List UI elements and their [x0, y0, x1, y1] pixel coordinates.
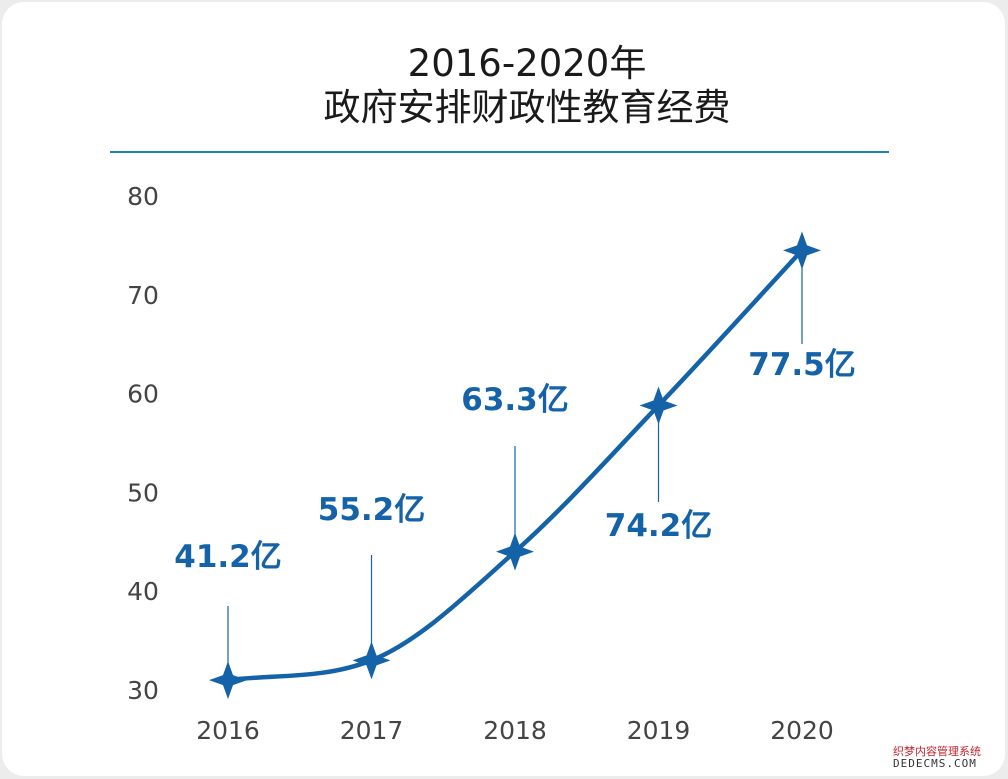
- y-tick-label: 40: [127, 577, 159, 606]
- x-tick-label: 2018: [483, 716, 547, 745]
- chart-title-line2: 政府安排财政性教育经费: [324, 86, 731, 129]
- x-tick-label: 2016: [196, 716, 260, 745]
- star-marker: [352, 641, 391, 680]
- data-label: 77.5亿: [748, 347, 856, 383]
- x-tick-label: 2017: [340, 716, 404, 745]
- x-tick-label: 2019: [627, 716, 691, 745]
- star-marker: [783, 231, 821, 270]
- star-marker: [209, 661, 247, 700]
- data-label: 63.3亿: [461, 382, 569, 418]
- watermark: 织梦内容管理系统 DEDECMS.COM: [889, 742, 1001, 774]
- y-tick-label: 60: [127, 380, 159, 409]
- data-label: 55.2亿: [318, 492, 426, 528]
- star-marker: [639, 386, 678, 425]
- y-tick-label: 30: [127, 676, 159, 705]
- y-tick-label: 80: [127, 182, 159, 211]
- x-axis-ticks: 2016 2017 2018 2019 2020: [196, 716, 834, 745]
- y-tick-label: 50: [127, 478, 159, 507]
- chart-title-line1: 2016-2020年: [408, 42, 647, 85]
- data-markers: [209, 231, 821, 700]
- y-tick-label: 70: [127, 281, 159, 310]
- y-axis-ticks: 80 70 60 50 40 30: [127, 182, 159, 705]
- watermark-text-domain: DEDECMS.COM: [893, 757, 977, 770]
- watermark-text-cn: 织梦内容管理系统: [893, 745, 981, 758]
- label-leader-lines: [227, 264, 803, 684]
- data-label: 74.2亿: [605, 508, 713, 544]
- star-marker: [496, 532, 534, 571]
- data-labels: 41.2亿 55.2亿 63.3亿 74.2亿 77.5亿: [174, 347, 856, 575]
- data-label: 41.2亿: [174, 539, 282, 575]
- x-tick-label: 2020: [770, 716, 834, 745]
